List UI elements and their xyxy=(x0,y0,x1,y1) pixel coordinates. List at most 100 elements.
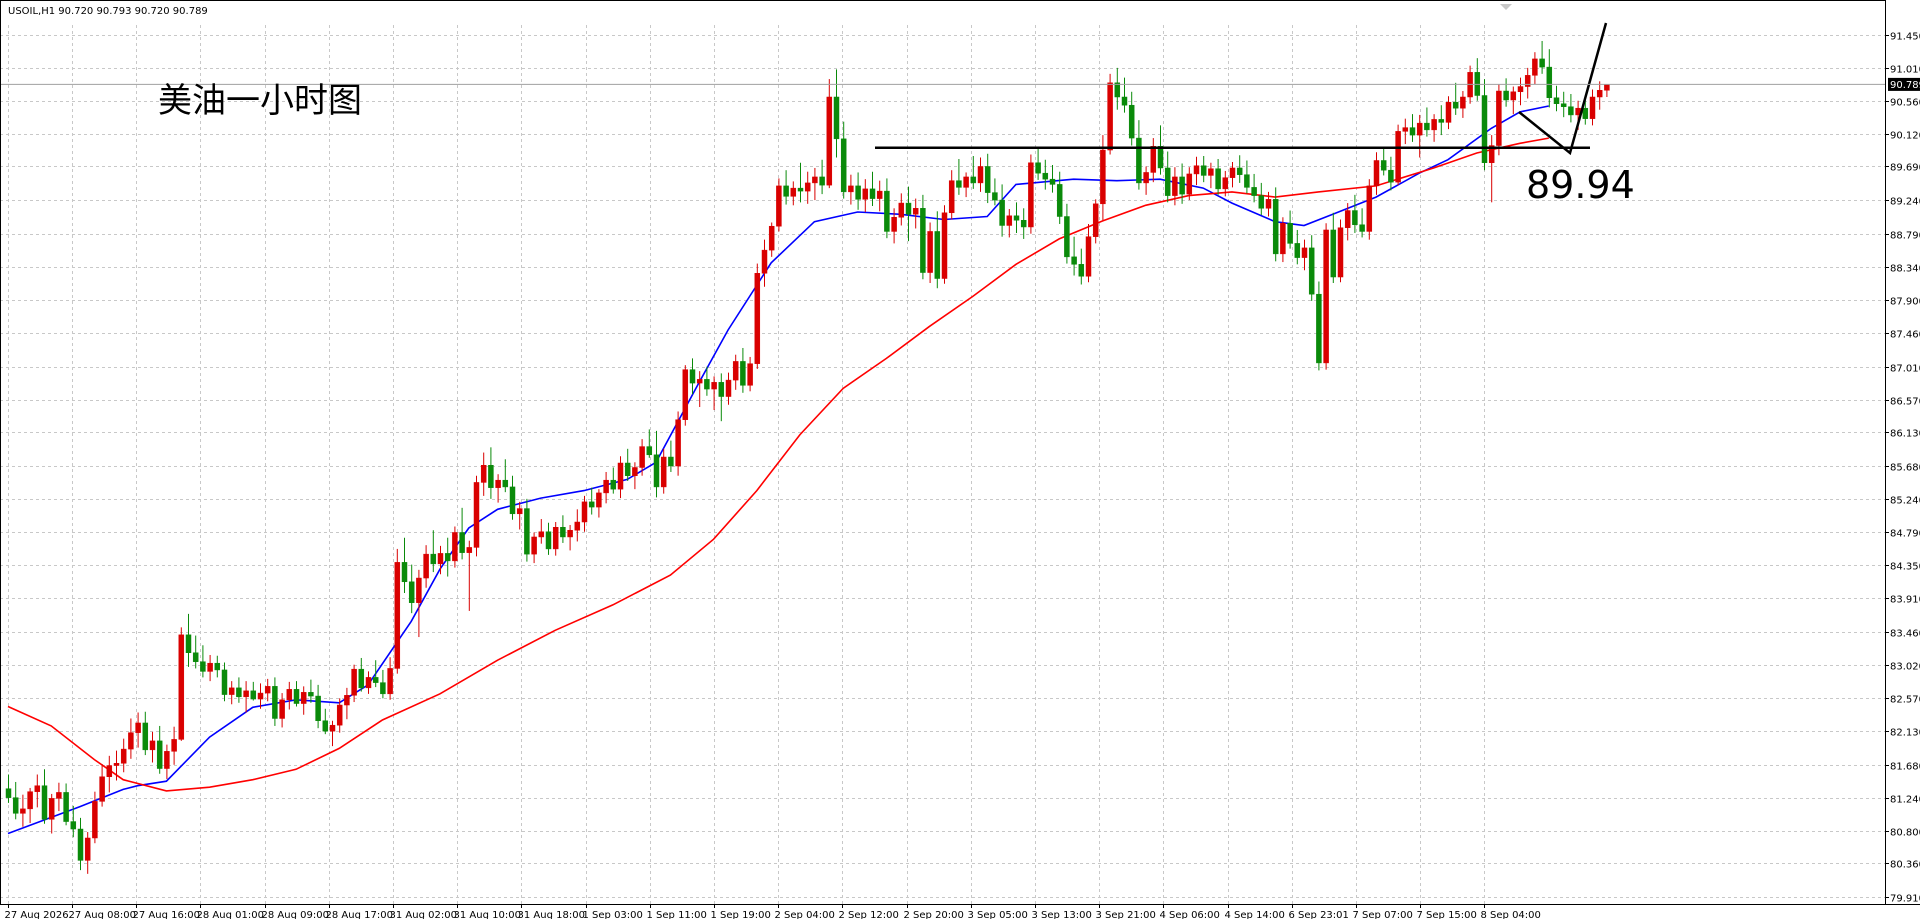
candle xyxy=(365,671,372,694)
candle xyxy=(747,356,753,392)
level-label: 89.94 xyxy=(1526,163,1635,207)
candle-body xyxy=(1596,90,1603,98)
candle xyxy=(963,172,969,198)
candle xyxy=(1517,77,1524,106)
candle-body xyxy=(588,501,595,508)
candle-body xyxy=(1316,293,1322,364)
candle-body xyxy=(1157,146,1164,169)
candle-body xyxy=(329,724,336,732)
candle-body xyxy=(1409,127,1416,136)
candle xyxy=(221,662,228,702)
candle-body xyxy=(675,419,681,467)
y-tick-label: 84.790 xyxy=(1890,529,1920,540)
candle-body xyxy=(1193,165,1200,175)
y-tick-label: 82.130 xyxy=(1890,728,1920,739)
y-tick-label: 86.130 xyxy=(1890,429,1920,440)
candle-body xyxy=(538,531,545,538)
candle xyxy=(668,440,674,472)
candle-body xyxy=(603,479,609,494)
candle-body xyxy=(1215,168,1221,190)
x-tick-label: 8 Sep 04:00 xyxy=(1481,910,1541,919)
candle xyxy=(574,509,581,542)
candle xyxy=(740,347,746,393)
candle-body xyxy=(617,462,624,490)
candle xyxy=(1049,164,1056,193)
candle-body xyxy=(689,369,696,384)
candle-body xyxy=(185,634,192,653)
candle-body xyxy=(869,188,876,199)
candle xyxy=(300,686,307,715)
candle-body xyxy=(192,652,199,662)
candle xyxy=(812,167,818,201)
candle xyxy=(783,170,789,205)
candle xyxy=(135,712,141,748)
candle xyxy=(1524,67,1531,99)
candle-body xyxy=(48,798,55,820)
candle xyxy=(1488,135,1495,203)
candle-body xyxy=(272,686,278,719)
candle xyxy=(171,726,177,765)
candle xyxy=(1006,209,1013,238)
candle xyxy=(257,683,264,709)
candle xyxy=(142,711,149,756)
y-tick-label: 90.120 xyxy=(1890,131,1920,142)
candle-body xyxy=(41,785,48,820)
candle xyxy=(538,519,545,544)
candle-body xyxy=(12,797,19,814)
candle-body xyxy=(1301,247,1308,258)
y-tick-label: 81.240 xyxy=(1890,795,1920,806)
candle xyxy=(120,738,127,773)
candle-body xyxy=(804,182,811,192)
candle xyxy=(1560,91,1567,118)
candle-body xyxy=(156,740,163,769)
candle-body xyxy=(826,96,833,186)
candle-body xyxy=(164,751,170,769)
candle xyxy=(1568,94,1574,123)
candle-body xyxy=(70,821,77,830)
candle-body xyxy=(351,668,357,696)
candle xyxy=(761,239,768,287)
candle xyxy=(1172,167,1178,206)
candle-body xyxy=(1438,119,1445,123)
candle xyxy=(1280,217,1286,263)
x-tick-label: 6 Sep 23:01 xyxy=(1289,910,1349,919)
candle xyxy=(790,181,797,206)
candle xyxy=(992,178,998,206)
candle-body xyxy=(653,454,660,488)
candle-body xyxy=(128,732,134,750)
candle-body xyxy=(1352,210,1358,225)
candle-body xyxy=(401,562,408,583)
candle xyxy=(308,679,314,703)
candle xyxy=(1330,212,1337,283)
candle xyxy=(401,537,408,593)
candle xyxy=(1460,91,1466,118)
candle xyxy=(884,178,890,239)
x-tick-label: 7 Sep 07:00 xyxy=(1353,910,1413,919)
candle-body xyxy=(992,192,998,201)
candle xyxy=(869,171,876,207)
candle-body xyxy=(1568,106,1574,116)
candle-body xyxy=(1042,172,1049,180)
candle-body xyxy=(1208,168,1214,176)
candle xyxy=(1424,107,1430,137)
candle-body xyxy=(1604,84,1610,91)
candle xyxy=(862,179,869,213)
candle-body xyxy=(1416,122,1423,136)
candle xyxy=(1452,82,1459,115)
candle-body xyxy=(149,740,156,751)
candle xyxy=(905,186,912,242)
candle-body xyxy=(855,185,861,200)
x-tick-label: 7 Sep 15:00 xyxy=(1417,910,1477,919)
slow-moving-average-line xyxy=(7,137,1549,792)
candle-body xyxy=(1092,203,1099,237)
candle-body xyxy=(416,577,422,603)
candle-body xyxy=(243,690,249,698)
x-tick-label: 28 Aug 09:00 xyxy=(262,910,329,919)
candle xyxy=(387,657,393,700)
candle xyxy=(84,832,91,874)
candle-body xyxy=(495,479,501,488)
candle-body xyxy=(250,690,257,700)
candle xyxy=(156,725,163,774)
candle xyxy=(984,153,991,204)
